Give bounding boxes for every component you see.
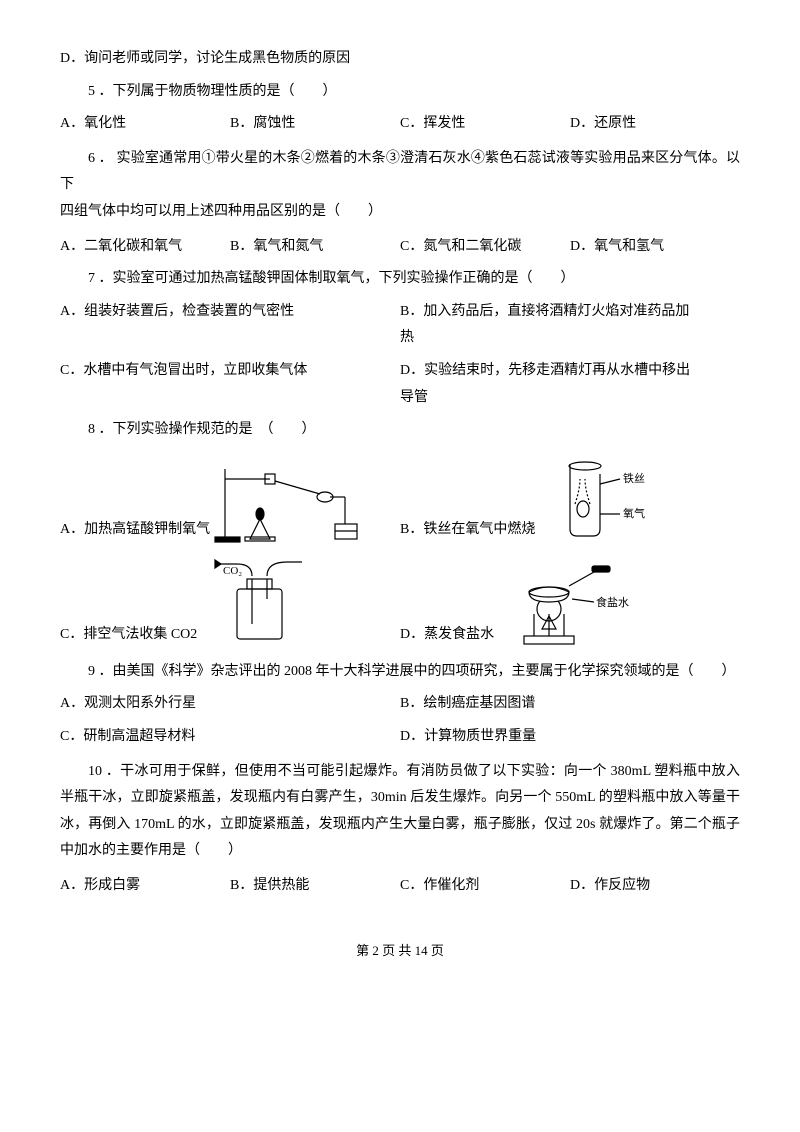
q7-opt-d: D．实验结束时，先移走酒精灯再从水槽中移出 导管 bbox=[400, 358, 740, 411]
label-o2: 氧气 bbox=[623, 506, 645, 520]
q8-image-d: 食盐水 bbox=[494, 554, 644, 649]
q9-stem: 9 ．由美国《科学》杂志评出的 2008 年十大科学进展中的四项研究，主要属于化… bbox=[60, 659, 740, 686]
q6-opt-c: C．氮气和二氧化碳 bbox=[400, 234, 570, 261]
q6-stem: 6 ． 实验室通常用①带火星的木条②燃着的木条③澄清石灰水④紫色石蕊试液等实验用… bbox=[60, 146, 740, 226]
q5-stem: 5 ．下列属于物质物理性质的是（ ） bbox=[60, 79, 740, 106]
q10-opt-a: A．形成白雾 bbox=[60, 873, 230, 900]
q8-stem: 8 ．下列实验操作规范的是 （ ） bbox=[60, 417, 740, 444]
option-d-orphan: D．询问老师或同学，讨论生成黑色物质的原因 bbox=[60, 46, 740, 73]
q8-opt-d-label: D．蒸发食盐水 bbox=[400, 622, 494, 649]
q5-options: A．氧化性 B．腐蚀性 C．挥发性 D．还原性 bbox=[60, 111, 740, 138]
q5-opt-b: B．腐蚀性 bbox=[230, 111, 400, 138]
q8-image-c: CO₂ bbox=[197, 554, 317, 649]
q6-opt-b: B．氧气和氮气 bbox=[230, 234, 400, 261]
q7-stem: 7 ．实验室可通过加热高锰酸钾固体制取氧气，下列实验操作正确的是（ ） bbox=[60, 266, 740, 293]
q5-opt-a: A．氧化性 bbox=[60, 111, 230, 138]
q8-opt-c-label: C．排空气法收集 CO2 bbox=[60, 622, 197, 649]
q9-row1: A．观测太阳系外行星 B．绘制癌症基因图谱 bbox=[60, 691, 740, 718]
label-salt: 食盐水 bbox=[596, 595, 629, 609]
q6-opt-a: A．二氧化碳和氧气 bbox=[60, 234, 230, 261]
q8-cell-d: D．蒸发食盐水 食盐水 bbox=[400, 554, 740, 649]
q5-opt-d: D．还原性 bbox=[570, 111, 740, 138]
q8-row2: C．排空气法收集 CO2 CO₂ D．蒸发食盐水 bbox=[60, 554, 740, 649]
q8-image-a bbox=[210, 459, 360, 544]
q6-options: A．二氧化碳和氧气 B．氧气和氮气 C．氮气和二氧化碳 D．氧气和氢气 bbox=[60, 234, 740, 261]
q7-row1: A．组装好装置后，检查装置的气密性 B．加入药品后，直接将酒精灯火焰对准药品加 … bbox=[60, 299, 740, 352]
q9-row2: C．研制高温超导材料 D．计算物质世界重量 bbox=[60, 724, 740, 751]
q6-stem-line2: 四组气体中均可以用上述四种用品区别的是（ ） bbox=[60, 204, 382, 219]
q8-cell-c: C．排空气法收集 CO2 CO₂ bbox=[60, 554, 400, 649]
q8-cell-a: A．加热高锰酸钾制氧气 bbox=[60, 459, 400, 544]
q7-d-line1: D．实验结束时，先移走酒精灯再从水槽中移出 bbox=[400, 363, 690, 378]
q7-opt-c: C．水槽中有气泡冒出时，立即收集气体 bbox=[60, 358, 400, 411]
q7-opt-b: B．加入药品后，直接将酒精灯火焰对准药品加 热 bbox=[400, 299, 740, 352]
label-co2: CO₂ bbox=[223, 565, 242, 577]
q8-row1: A．加热高锰酸钾制氧气 bbox=[60, 454, 740, 544]
q7-b-line2: 热 bbox=[400, 330, 414, 345]
q6-stem-line1: 6 ． 实验室通常用①带火星的木条②燃着的木条③澄清石灰水④紫色石蕊试液等实验用… bbox=[60, 151, 740, 193]
q9-opt-c: C．研制高温超导材料 bbox=[60, 724, 400, 751]
q8-cell-b: B．铁丝在氧气中燃烧 铁丝 氧气 bbox=[400, 454, 740, 544]
q9-opt-d: D．计算物质世界重量 bbox=[400, 724, 740, 751]
q8-image-b: 铁丝 氧气 bbox=[535, 454, 665, 544]
page-footer: 第 2 页 共 14 页 bbox=[60, 939, 740, 964]
q9-opt-b: B．绘制癌症基因图谱 bbox=[400, 691, 740, 718]
q7-row2: C．水槽中有气泡冒出时，立即收集气体 D．实验结束时，先移走酒精灯再从水槽中移出… bbox=[60, 358, 740, 411]
q9-opt-a: A．观测太阳系外行星 bbox=[60, 691, 400, 718]
q10-stem: 10 ．干冰可用于保鲜，但使用不当可能引起爆炸。有消防员做了以下实验：向一个 3… bbox=[60, 759, 740, 865]
q7-opt-a: A．组装好装置后，检查装置的气密性 bbox=[60, 299, 400, 352]
q10-options: A．形成白雾 B．提供热能 C．作催化剂 D．作反应物 bbox=[60, 873, 740, 900]
q6-opt-d: D．氧气和氢气 bbox=[570, 234, 740, 261]
q5-opt-c: C．挥发性 bbox=[400, 111, 570, 138]
q10-opt-d: D．作反应物 bbox=[570, 873, 740, 900]
q10-opt-b: B．提供热能 bbox=[230, 873, 400, 900]
q7-b-line1: B．加入药品后，直接将酒精灯火焰对准药品加 bbox=[400, 304, 689, 319]
label-fe: 铁丝 bbox=[623, 472, 645, 485]
q8-opt-a-label: A．加热高锰酸钾制氧气 bbox=[60, 517, 210, 544]
q10-opt-c: C．作催化剂 bbox=[400, 873, 570, 900]
q7-d-line2: 导管 bbox=[400, 390, 428, 405]
q8-opt-b-label: B．铁丝在氧气中燃烧 bbox=[400, 517, 535, 544]
